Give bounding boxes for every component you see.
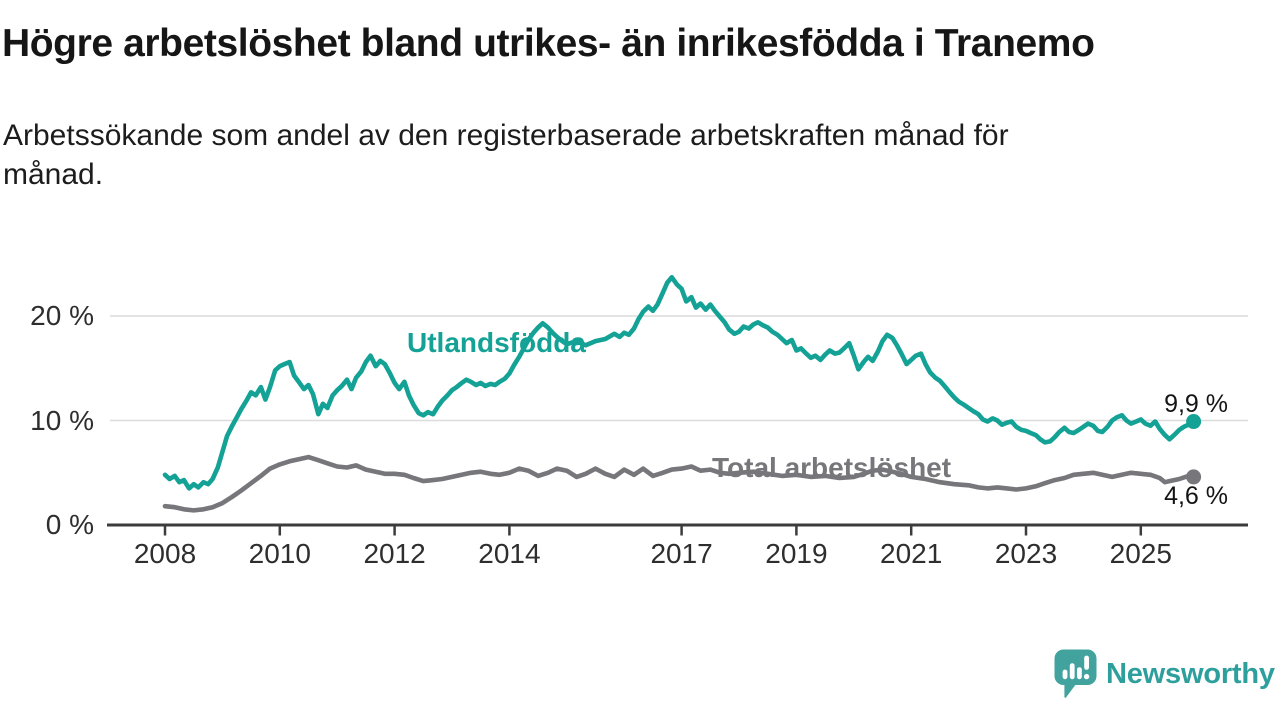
chart-subtitle: Arbetssökande som andel av den registerb… (3, 119, 1009, 191)
series-label-total-arbetsloshet: Total arbetslöshet (712, 452, 952, 483)
series-line-0 (162, 274, 1196, 491)
chart-title: Högre arbetslöshet bland utrikes- än inr… (2, 22, 1095, 65)
newsworthy-logo-text: Newsworthy (1106, 657, 1275, 690)
newsworthy-logo-icon (1054, 649, 1097, 698)
series-end-dot-0 (1186, 414, 1202, 430)
newsworthy-logo: Newsworthy (1054, 649, 1275, 699)
series-line-1 (162, 454, 1196, 513)
series-end-dot-1 (1186, 469, 1202, 485)
series-label-utlandsfodda: Utlandsfödda (407, 327, 586, 358)
end-value-label-utlandsfodda: 9,9 % (1164, 390, 1228, 418)
end-value-label-total-arbetsloshet: 4,6 % (1164, 482, 1228, 510)
